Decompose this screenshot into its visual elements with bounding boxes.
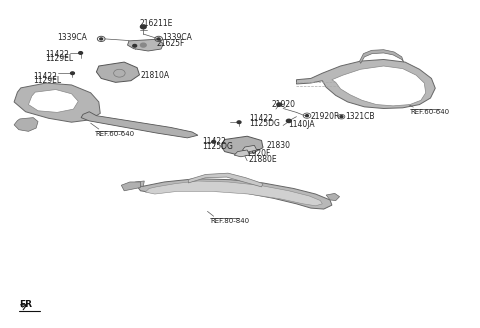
Text: 1339CA: 1339CA <box>57 33 87 42</box>
Polygon shape <box>14 83 100 122</box>
Text: 11422: 11422 <box>250 114 274 123</box>
Polygon shape <box>128 39 163 51</box>
Text: 11422: 11422 <box>33 72 57 81</box>
Circle shape <box>277 103 282 106</box>
Text: 21625F: 21625F <box>156 39 185 48</box>
Text: 1125DG: 1125DG <box>250 119 280 128</box>
Polygon shape <box>360 50 404 63</box>
Circle shape <box>141 43 146 47</box>
Text: 1129EL: 1129EL <box>45 54 73 63</box>
Polygon shape <box>121 182 141 191</box>
Text: 21920R: 21920R <box>311 112 340 121</box>
Text: REF.60-640: REF.60-640 <box>410 109 449 115</box>
Polygon shape <box>332 66 426 106</box>
Circle shape <box>157 38 160 40</box>
Polygon shape <box>81 112 198 138</box>
Polygon shape <box>96 62 140 82</box>
Text: 21810A: 21810A <box>141 71 169 80</box>
Text: 21920F: 21920F <box>242 149 271 158</box>
Text: 11422: 11422 <box>45 50 69 59</box>
Text: 11422: 11422 <box>202 137 226 146</box>
Text: REF.80-840: REF.80-840 <box>210 218 250 224</box>
Polygon shape <box>234 150 250 157</box>
Text: 1321CB: 1321CB <box>345 112 375 121</box>
Polygon shape <box>188 173 263 187</box>
Circle shape <box>71 72 74 74</box>
Circle shape <box>79 51 83 54</box>
Circle shape <box>237 121 241 124</box>
Text: 21830: 21830 <box>266 141 290 150</box>
Polygon shape <box>145 181 323 206</box>
Polygon shape <box>221 136 263 155</box>
Text: REF.60-640: REF.60-640 <box>95 131 134 137</box>
Text: 1129EL: 1129EL <box>33 76 61 85</box>
Circle shape <box>212 140 216 143</box>
Text: 216211E: 216211E <box>140 19 173 28</box>
Circle shape <box>287 119 291 123</box>
Circle shape <box>340 116 343 118</box>
Text: 1125DG: 1125DG <box>202 142 233 151</box>
Text: 21880E: 21880E <box>249 155 277 164</box>
Polygon shape <box>28 90 78 113</box>
Circle shape <box>133 45 137 47</box>
Text: 21920: 21920 <box>271 100 295 109</box>
Circle shape <box>100 38 103 40</box>
Polygon shape <box>242 145 257 152</box>
Polygon shape <box>297 59 435 109</box>
Circle shape <box>141 25 146 29</box>
Polygon shape <box>131 181 144 186</box>
Polygon shape <box>326 194 339 201</box>
Text: FR: FR <box>19 300 32 309</box>
Polygon shape <box>137 179 332 209</box>
Polygon shape <box>14 118 38 131</box>
Text: 1140JA: 1140JA <box>288 120 314 129</box>
Circle shape <box>306 115 309 117</box>
Text: 1339CA: 1339CA <box>162 33 192 42</box>
